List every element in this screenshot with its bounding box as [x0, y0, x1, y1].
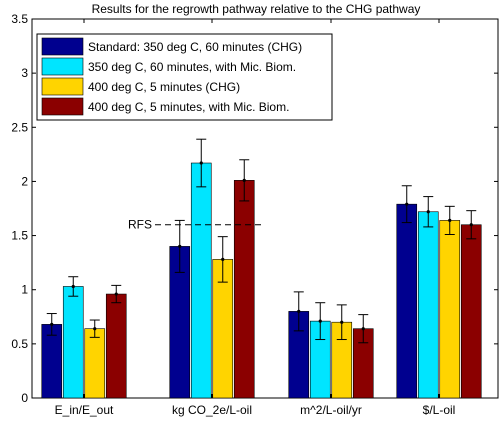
bar: [460, 224, 482, 399]
error-center-dot: [221, 257, 225, 261]
error-center-dot: [426, 210, 430, 214]
bar: [62, 286, 84, 399]
error-center-dot: [405, 202, 409, 206]
legend: Standard: 350 deg C, 60 minutes (CHG) 350…: [36, 33, 333, 121]
x-category-label: E_in/E_out: [55, 403, 114, 417]
error-center-dot: [340, 320, 344, 324]
y-tick-label: 1.5: [11, 229, 28, 243]
legend-swatch: [41, 37, 84, 56]
error-center-dot: [71, 284, 75, 289]
error-center-dot: [50, 322, 54, 326]
y-tick-label: 2: [21, 174, 28, 188]
bar: [233, 180, 255, 399]
legend-box: [36, 33, 333, 121]
error-center-dot: [448, 218, 452, 223]
error-center-dot: [318, 319, 322, 323]
bar: [439, 220, 461, 399]
x-category-label: $/L-oil: [423, 403, 456, 417]
legend-label: 350 deg C, 60 minutes, with Mic. Biom.: [88, 60, 296, 74]
y-tick-label: 0: [21, 391, 28, 405]
error-center-dot: [178, 244, 182, 248]
y-tick-label: 1: [21, 283, 28, 297]
x-category-label: kg CO_2e/L-oil: [172, 403, 252, 417]
bar: [190, 162, 212, 399]
error-center-dot: [93, 327, 97, 331]
legend-swatch: [41, 57, 84, 76]
bar: [417, 211, 439, 399]
legend-swatch: [41, 97, 84, 116]
y-tick-label: 2.5: [11, 120, 28, 134]
y-axis: 0 0.5 1 1.5 2 2.5 3 3.5: [11, 12, 498, 405]
bar: [84, 328, 106, 399]
bar: [396, 203, 418, 399]
error-center-dot: [469, 223, 473, 227]
error-center-dot: [242, 178, 246, 182]
legend-label: 400 deg C, 5 minutes (CHG): [88, 80, 240, 94]
y-tick-label: 3: [21, 66, 28, 80]
legend-label: Standard: 350 deg C, 60 minutes (CHG): [88, 40, 302, 54]
legend-swatch: [41, 77, 84, 96]
x-category-label: m^2/L-oil/yr: [300, 403, 362, 417]
rfs-label: RFS: [128, 218, 152, 232]
error-center-dot: [297, 309, 301, 313]
error-center-dot: [199, 161, 203, 165]
bars: [41, 162, 482, 399]
y-tick-label: 0.5: [11, 337, 28, 351]
annotations: RFS: [128, 218, 264, 232]
error-bars: [46, 138, 477, 344]
error-center-dot: [114, 292, 118, 296]
error-center-dot: [361, 327, 365, 331]
y-tick-label: 3.5: [11, 12, 28, 26]
legend-label: 400 deg C, 5 minutes, with Mic. Biom.: [88, 100, 289, 114]
x-axis: E_in/E_out kg CO_2e/L-oil m^2/L-oil/yr $/L-…: [55, 19, 456, 417]
bar: [105, 293, 127, 399]
chart-title: Results for the regrowth pathway relativ…: [92, 2, 421, 16]
